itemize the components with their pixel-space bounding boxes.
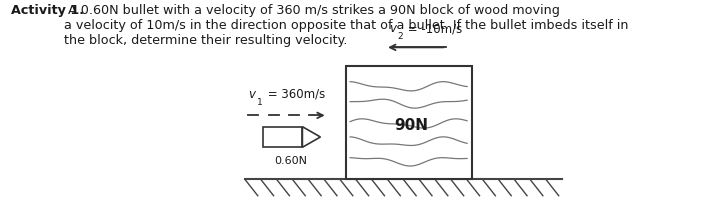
Text: = 360m/s: = 360m/s [264, 88, 325, 101]
Text: 1: 1 [257, 98, 263, 107]
Text: A 0.60N bullet with a velocity of 360 m/s strikes a 90N block of wood moving
a v: A 0.60N bullet with a velocity of 360 m/… [64, 4, 629, 47]
Text: Activity 1.: Activity 1. [11, 4, 84, 17]
Text: v: v [389, 22, 396, 35]
Text: = -10m/s: = -10m/s [404, 22, 462, 35]
Text: 2: 2 [397, 32, 403, 41]
Bar [346, 66, 472, 179]
Polygon shape [302, 127, 320, 147]
Text: 0.60N: 0.60N [275, 156, 307, 166]
Text: v: v [248, 88, 256, 101]
Text: 90N: 90N [394, 118, 428, 133]
Bar [263, 127, 302, 147]
